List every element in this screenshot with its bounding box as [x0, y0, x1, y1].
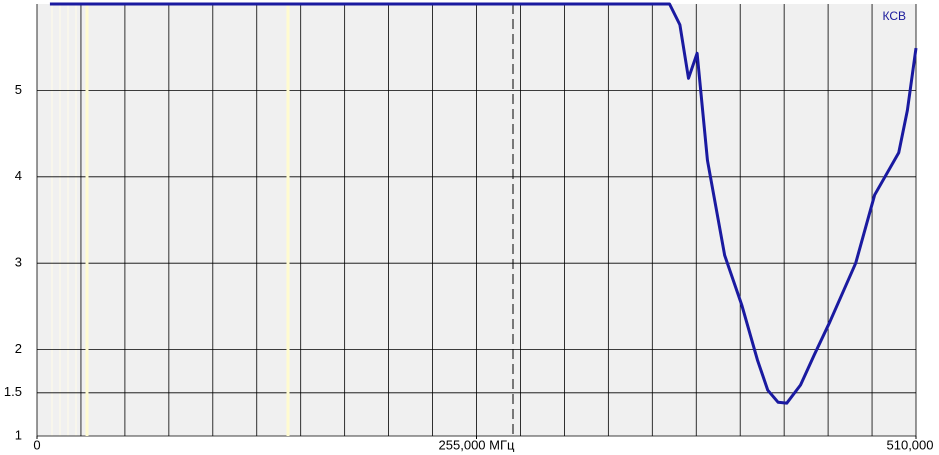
series-line — [49, 2, 918, 405]
x-tick-label: 255,000 МГц — [439, 437, 515, 452]
x-tick-label: 0 — [33, 437, 40, 452]
y-tick-label: 3 — [15, 255, 22, 270]
y-tick-label: 5 — [15, 82, 22, 97]
y-tick-label: 4 — [15, 168, 22, 183]
y-tick-label: 2 — [15, 341, 22, 356]
chart-title: КСВ — [882, 9, 906, 23]
y-tick-label: 1 — [15, 427, 22, 442]
y-tick-label: 1.5 — [4, 384, 22, 399]
x-tick-label: 510,000 — [887, 437, 934, 452]
